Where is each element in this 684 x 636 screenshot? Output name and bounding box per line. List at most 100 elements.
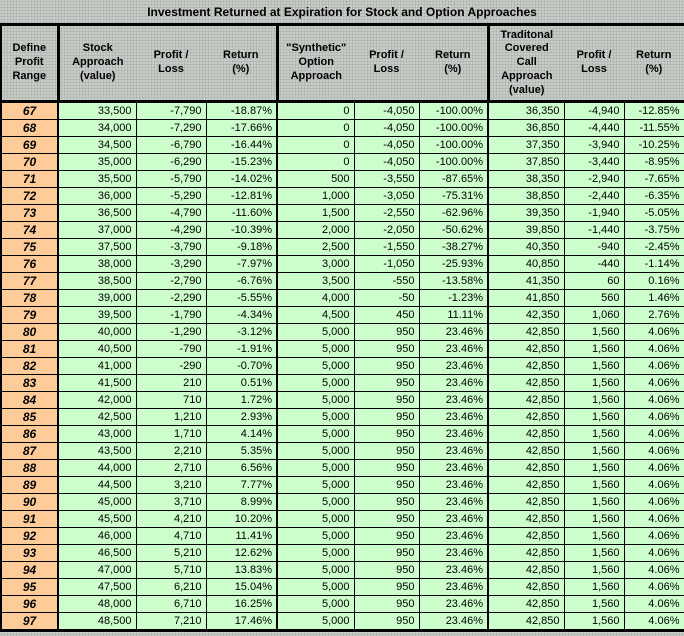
cell-profit-range: 70 xyxy=(0,153,59,171)
cell-profit-range: 80 xyxy=(0,323,59,341)
table-row: 88 44,000 2,710 6.56% 5,000 950 23.46% 42,850 1,… xyxy=(0,459,684,477)
cell-stock-value: 47,500 xyxy=(57,578,137,596)
cell-stock-value: 39,500 xyxy=(57,306,137,324)
cell-synthetic-profit-loss: 950 xyxy=(353,408,420,426)
cell-synthetic-profit-loss: -1,550 xyxy=(353,238,420,256)
cell-synthetic-profit-loss: 450 xyxy=(353,306,420,324)
cell-synthetic-profit-loss: -4,050 xyxy=(353,101,420,120)
cell-stock-return: 0.51% xyxy=(205,374,278,392)
cell-profit-range: 88 xyxy=(0,459,59,477)
cell-synthetic-return: 23.46% xyxy=(418,408,489,426)
cell-covered-call-return: 4.06% xyxy=(623,459,684,477)
cell-stock-value: 46,500 xyxy=(57,544,137,562)
cell-stock-profit-loss: -4,790 xyxy=(135,204,207,222)
table-row: 79 39,500 -1,790 -4.34% 4,500 450 11.11% 42,350… xyxy=(0,306,684,324)
cell-synthetic-value: 5,000 xyxy=(276,340,355,358)
cell-covered-call-profit-loss: 1,560 xyxy=(563,323,625,341)
cell-covered-call-return: -1.14% xyxy=(623,255,684,273)
cell-synthetic-profit-loss: 950 xyxy=(353,442,420,460)
cell-stock-profit-loss: 1,210 xyxy=(135,408,207,426)
cell-covered-call-return: 4.06% xyxy=(623,391,684,409)
cell-covered-call-profit-loss: 1,560 xyxy=(563,357,625,375)
col-header-covered-call-profit-loss: Profit / Loss xyxy=(564,24,624,103)
cell-covered-call-return: 4.06% xyxy=(623,323,684,341)
table-row: 95 47,500 6,210 15.04% 5,000 950 23.46% 42,850 1… xyxy=(0,578,684,596)
table-row: 67 33,500 -7,790 -18.87% 0 -4,050 -100.00% 36,3… xyxy=(0,101,684,120)
cell-profit-range: 74 xyxy=(0,221,59,239)
cell-stock-return: -6.76% xyxy=(205,272,278,290)
col-header-synthetic-profit-loss: Profit / Loss xyxy=(354,24,419,103)
cell-stock-value: 45,500 xyxy=(57,510,137,528)
cell-profit-range: 86 xyxy=(0,425,59,443)
cell-stock-return: 16.25% xyxy=(205,595,278,613)
cell-covered-call-profit-loss: 1,560 xyxy=(563,493,625,511)
cell-covered-call-return: 4.06% xyxy=(623,595,684,613)
cell-stock-value: 41,500 xyxy=(57,374,137,392)
cell-covered-call-value: 42,850 xyxy=(487,612,565,631)
cell-synthetic-value: 3,000 xyxy=(276,255,355,273)
cell-stock-profit-loss: 2,210 xyxy=(135,442,207,460)
cell-covered-call-profit-loss: -2,940 xyxy=(563,170,625,188)
cell-synthetic-profit-loss: -3,050 xyxy=(353,187,420,205)
cell-stock-value: 45,000 xyxy=(57,493,137,511)
cell-stock-value: 36,000 xyxy=(57,187,137,205)
cell-covered-call-profit-loss: -1,440 xyxy=(563,221,625,239)
cell-covered-call-profit-loss: 1,560 xyxy=(563,340,625,358)
col-header-covered-call-return-pct: Return (%) xyxy=(624,24,684,103)
table-row: 69 34,500 -6,790 -16.44% 0 -4,050 -100.00% 37,3… xyxy=(0,136,684,154)
cell-synthetic-return: 23.46% xyxy=(418,357,489,375)
cell-synthetic-value: 1,000 xyxy=(276,187,355,205)
cell-synthetic-return: 23.46% xyxy=(418,527,489,545)
cell-stock-profit-loss: -7,790 xyxy=(135,101,207,120)
cell-synthetic-value: 5,000 xyxy=(276,493,355,511)
cell-stock-value: 37,500 xyxy=(57,238,137,256)
cell-stock-return: -15.23% xyxy=(205,153,278,171)
cell-covered-call-value: 42,850 xyxy=(487,408,565,426)
cell-covered-call-return: -6.35% xyxy=(623,187,684,205)
col-header-define-profit-range: Define Profit Range xyxy=(1,24,58,103)
cell-synthetic-profit-loss: -4,050 xyxy=(353,153,420,171)
cell-stock-value: 38,000 xyxy=(57,255,137,273)
cell-covered-call-profit-loss: -940 xyxy=(563,238,625,256)
cell-profit-range: 69 xyxy=(0,136,59,154)
cell-covered-call-return: 4.06% xyxy=(623,425,684,443)
cell-synthetic-value: 5,000 xyxy=(276,510,355,528)
cell-synthetic-return: -87.65% xyxy=(418,170,489,188)
cell-stock-profit-loss: 4,710 xyxy=(135,527,207,545)
cell-stock-return: -9.18% xyxy=(205,238,278,256)
cell-covered-call-value: 36,850 xyxy=(487,119,565,137)
cell-stock-profit-loss: 5,710 xyxy=(135,561,207,579)
cell-synthetic-return: -38.27% xyxy=(418,238,489,256)
cell-profit-range: 90 xyxy=(0,493,59,511)
cell-stock-profit-loss: 6,210 xyxy=(135,578,207,596)
cell-stock-value: 33,500 xyxy=(57,101,137,120)
cell-covered-call-profit-loss: 1,560 xyxy=(563,510,625,528)
cell-synthetic-profit-loss: 950 xyxy=(353,374,420,392)
cell-synthetic-return: 23.46% xyxy=(418,510,489,528)
cell-stock-profit-loss: -790 xyxy=(135,340,207,358)
cell-covered-call-return: -12.85% xyxy=(623,101,684,120)
cell-covered-call-return: -3.75% xyxy=(623,221,684,239)
cell-profit-range: 94 xyxy=(0,561,59,579)
table-row: 83 41,500 210 0.51% 5,000 950 23.46% 42,850 1,56… xyxy=(0,374,684,392)
cell-synthetic-return: 23.46% xyxy=(418,442,489,460)
cell-covered-call-value: 39,350 xyxy=(487,204,565,222)
cell-synthetic-value: 5,000 xyxy=(276,561,355,579)
cell-stock-value: 41,000 xyxy=(57,357,137,375)
cell-covered-call-profit-loss: 1,560 xyxy=(563,391,625,409)
cell-covered-call-value: 40,350 xyxy=(487,238,565,256)
cell-stock-profit-loss: -4,290 xyxy=(135,221,207,239)
cell-synthetic-value: 1,500 xyxy=(276,204,355,222)
cell-synthetic-return: 23.46% xyxy=(418,561,489,579)
cell-covered-call-value: 42,850 xyxy=(487,374,565,392)
cell-covered-call-profit-loss: 1,560 xyxy=(563,578,625,596)
cell-profit-range: 71 xyxy=(0,170,59,188)
cell-profit-range: 85 xyxy=(0,408,59,426)
cell-covered-call-return: 4.06% xyxy=(623,561,684,579)
cell-covered-call-profit-loss: -2,440 xyxy=(563,187,625,205)
cell-synthetic-return: 23.46% xyxy=(418,578,489,596)
table-row: 92 46,000 4,710 11.41% 5,000 950 23.46% 42,850 1… xyxy=(0,527,684,545)
cell-covered-call-value: 42,850 xyxy=(487,510,565,528)
cell-profit-range: 96 xyxy=(0,595,59,613)
cell-covered-call-return: 4.06% xyxy=(623,578,684,596)
